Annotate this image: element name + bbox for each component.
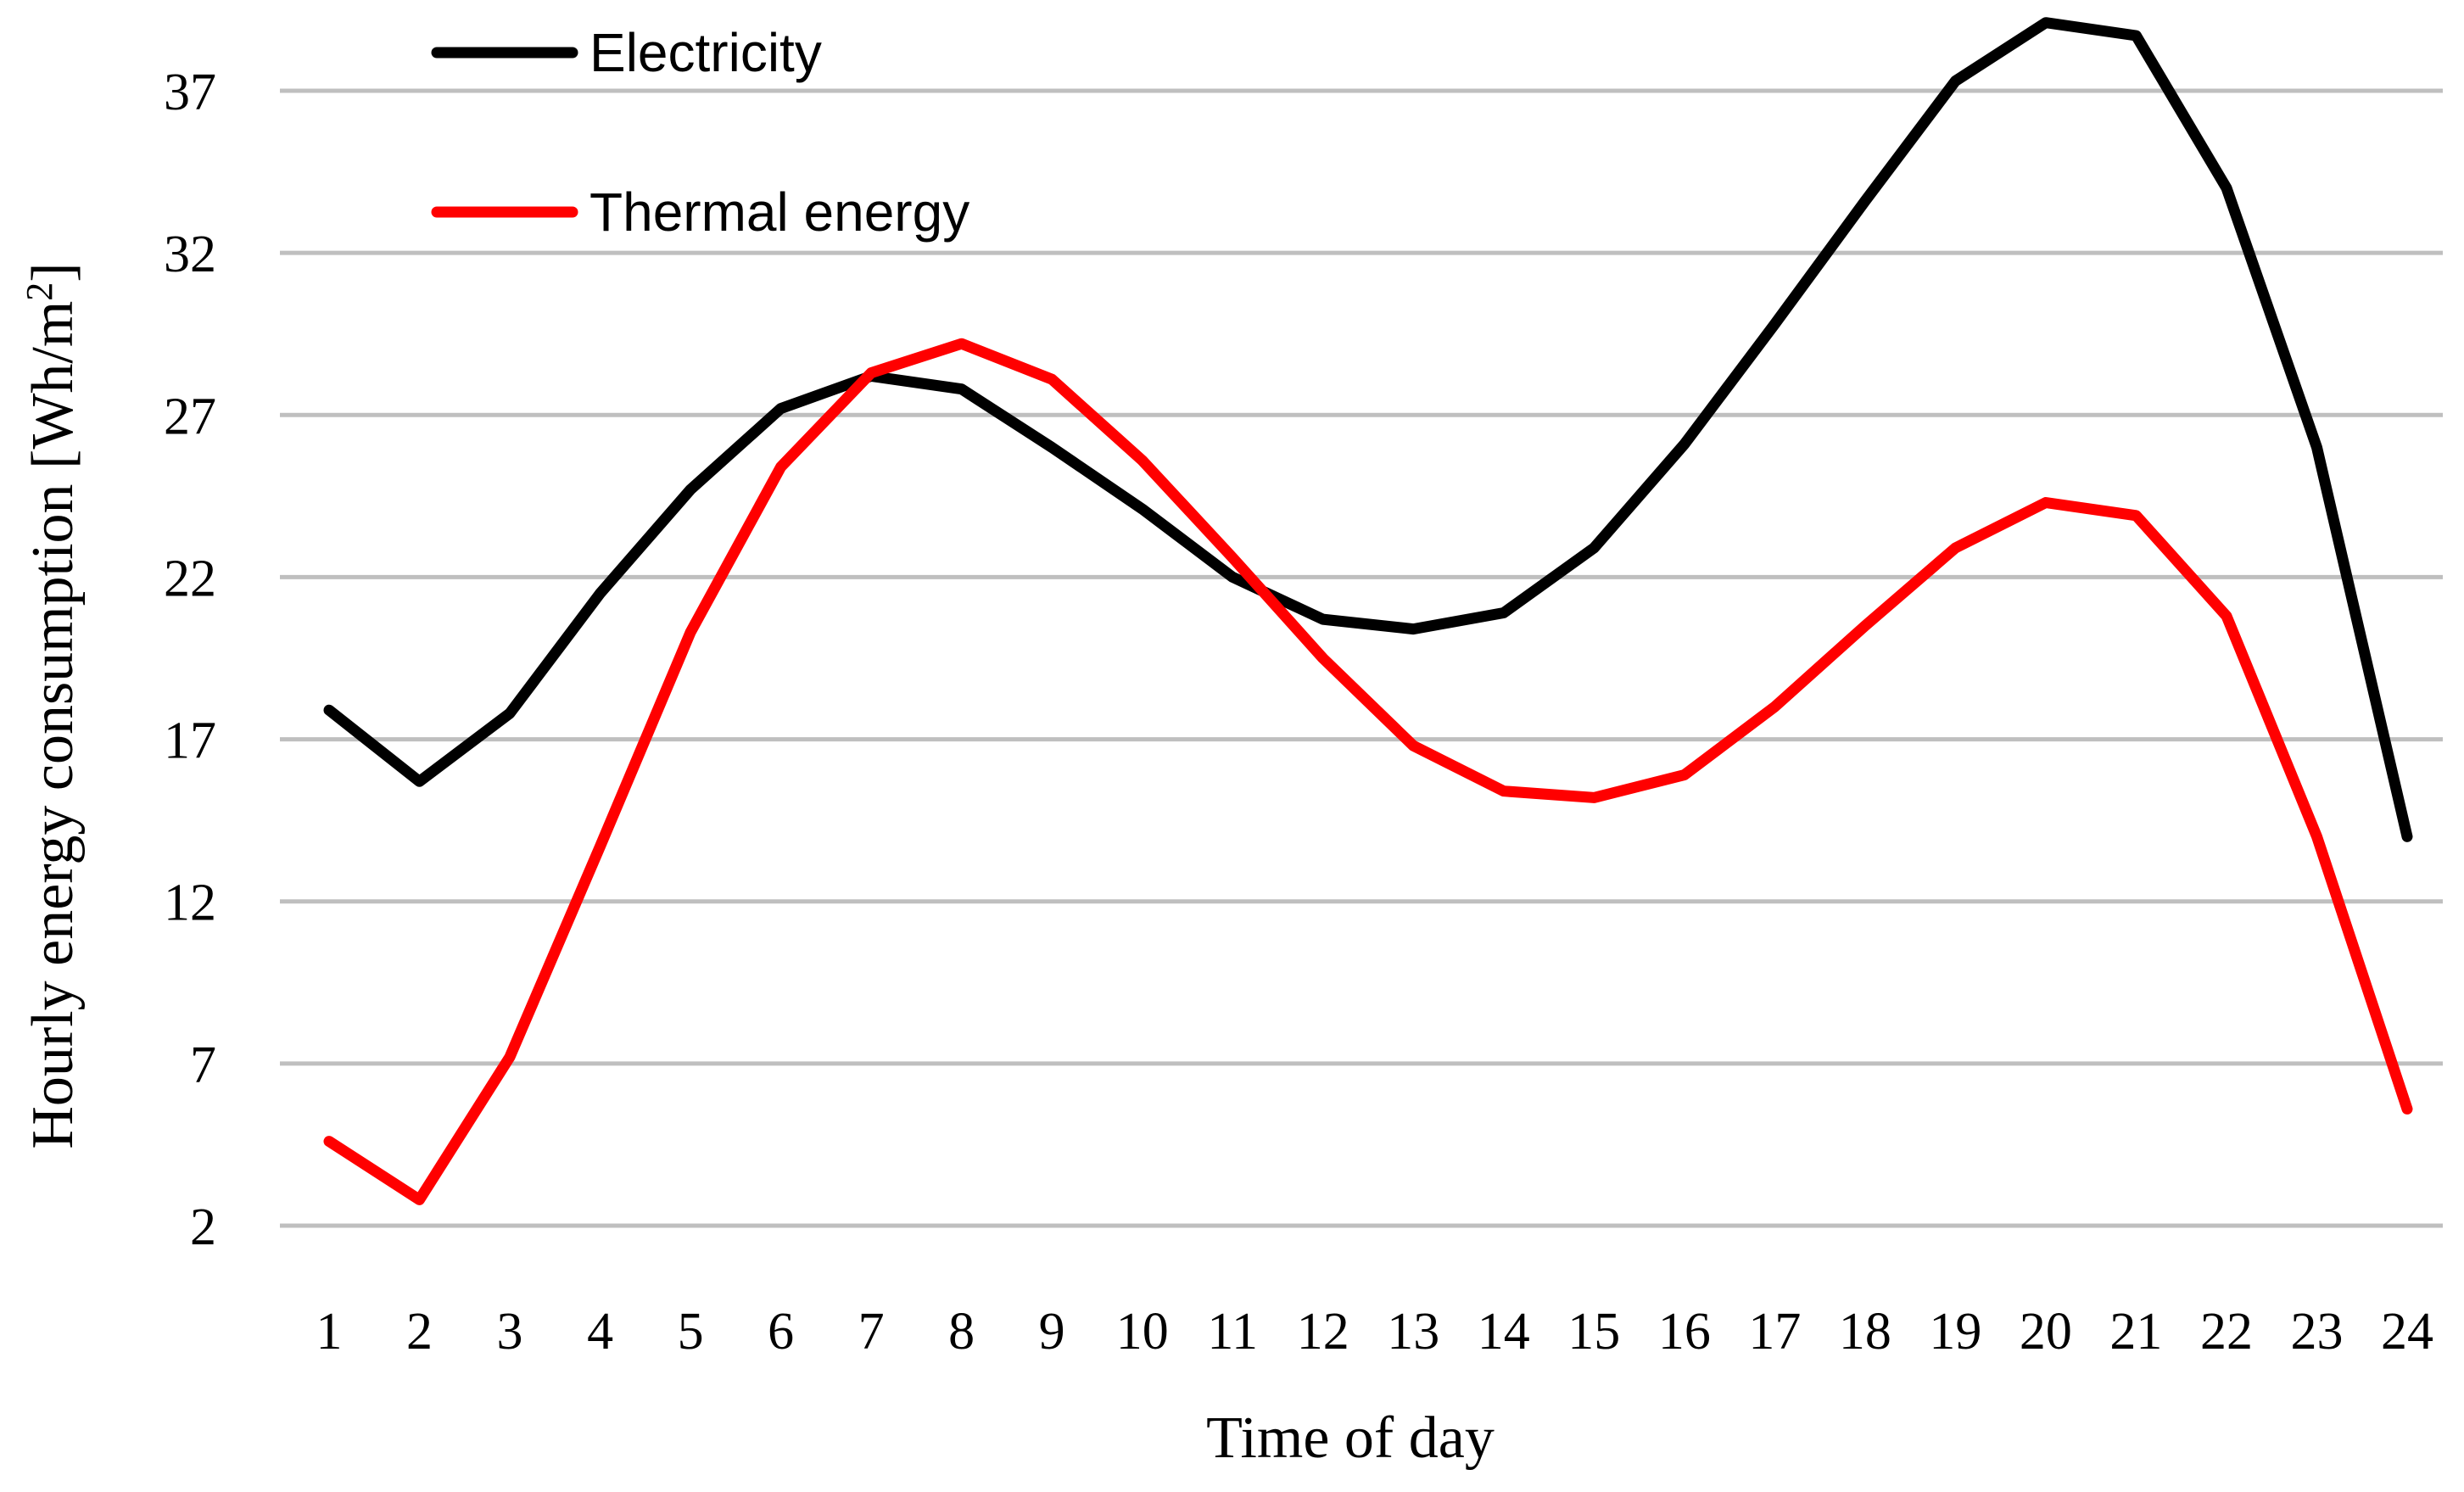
x-tick-label: 5	[678, 1303, 704, 1361]
y-tick-label: 2	[190, 1199, 216, 1256]
x-tick-label: 15	[1567, 1303, 1620, 1361]
legend-item-electricity: Electricity	[431, 22, 822, 83]
x-tick-label: 10	[1116, 1303, 1169, 1361]
series-lines	[323, 17, 2413, 1205]
x-tick-label: 14	[1478, 1303, 1530, 1361]
legend-label-thermal-energy: Thermal energy	[589, 182, 969, 243]
legend: Electricity Thermal energy	[431, 22, 969, 243]
series-line-electricity	[323, 17, 2413, 842]
y-axis-label-main: Hourly energy consumption [Wh/m	[20, 301, 86, 1149]
y-tick-label: 17	[164, 712, 216, 770]
x-tick-label: 2	[406, 1303, 433, 1361]
y-axis-label-superscript: 2	[19, 282, 60, 301]
x-tick-label: 24	[2381, 1303, 2433, 1361]
y-tick-label: 32	[164, 226, 216, 283]
x-tick-label: 19	[1929, 1303, 1981, 1361]
series-line-thermal-energy	[323, 338, 2413, 1205]
x-tick-labels: 1 2 3 4 5 6 7 8 9 10 11 12 13 14 15 16 17 18 19 20 21 22 23 24	[316, 1303, 2434, 1361]
x-tick-label: 21	[2109, 1303, 2162, 1361]
y-tick-label: 22	[164, 550, 216, 607]
x-tick-label: 3	[497, 1303, 523, 1361]
y-tick-label: 12	[164, 875, 216, 932]
x-tick-label: 7	[858, 1303, 885, 1361]
gridlines	[280, 88, 2443, 1228]
legend-item-thermal-energy: Thermal energy	[431, 182, 969, 243]
x-tick-label: 8	[948, 1303, 975, 1361]
x-tick-label: 9	[1039, 1303, 1065, 1361]
x-tick-label: 6	[768, 1303, 794, 1361]
y-tick-label: 37	[164, 64, 216, 121]
x-tick-label: 13	[1387, 1303, 1439, 1361]
x-tick-label: 18	[1839, 1303, 1891, 1361]
x-tick-label: 17	[1748, 1303, 1801, 1361]
x-tick-label: 1	[316, 1303, 343, 1361]
x-tick-label: 16	[1658, 1303, 1711, 1361]
x-tick-label: 12	[1297, 1303, 1349, 1361]
y-tick-label: 7	[190, 1037, 216, 1094]
x-tick-label: 20	[2020, 1303, 2072, 1361]
legend-label-electricity: Electricity	[589, 22, 822, 83]
y-axis-label-close: ]	[20, 262, 86, 282]
x-tick-label: 22	[2200, 1303, 2253, 1361]
x-tick-label: 11	[1207, 1303, 1258, 1361]
x-axis-label: Time of day	[1206, 1405, 1495, 1471]
y-tick-label: 27	[164, 388, 216, 445]
x-tick-label: 23	[2290, 1303, 2343, 1361]
x-tick-label: 4	[587, 1303, 613, 1361]
y-axis-label: Hourly energy consumption [Wh/m2]	[19, 262, 87, 1148]
